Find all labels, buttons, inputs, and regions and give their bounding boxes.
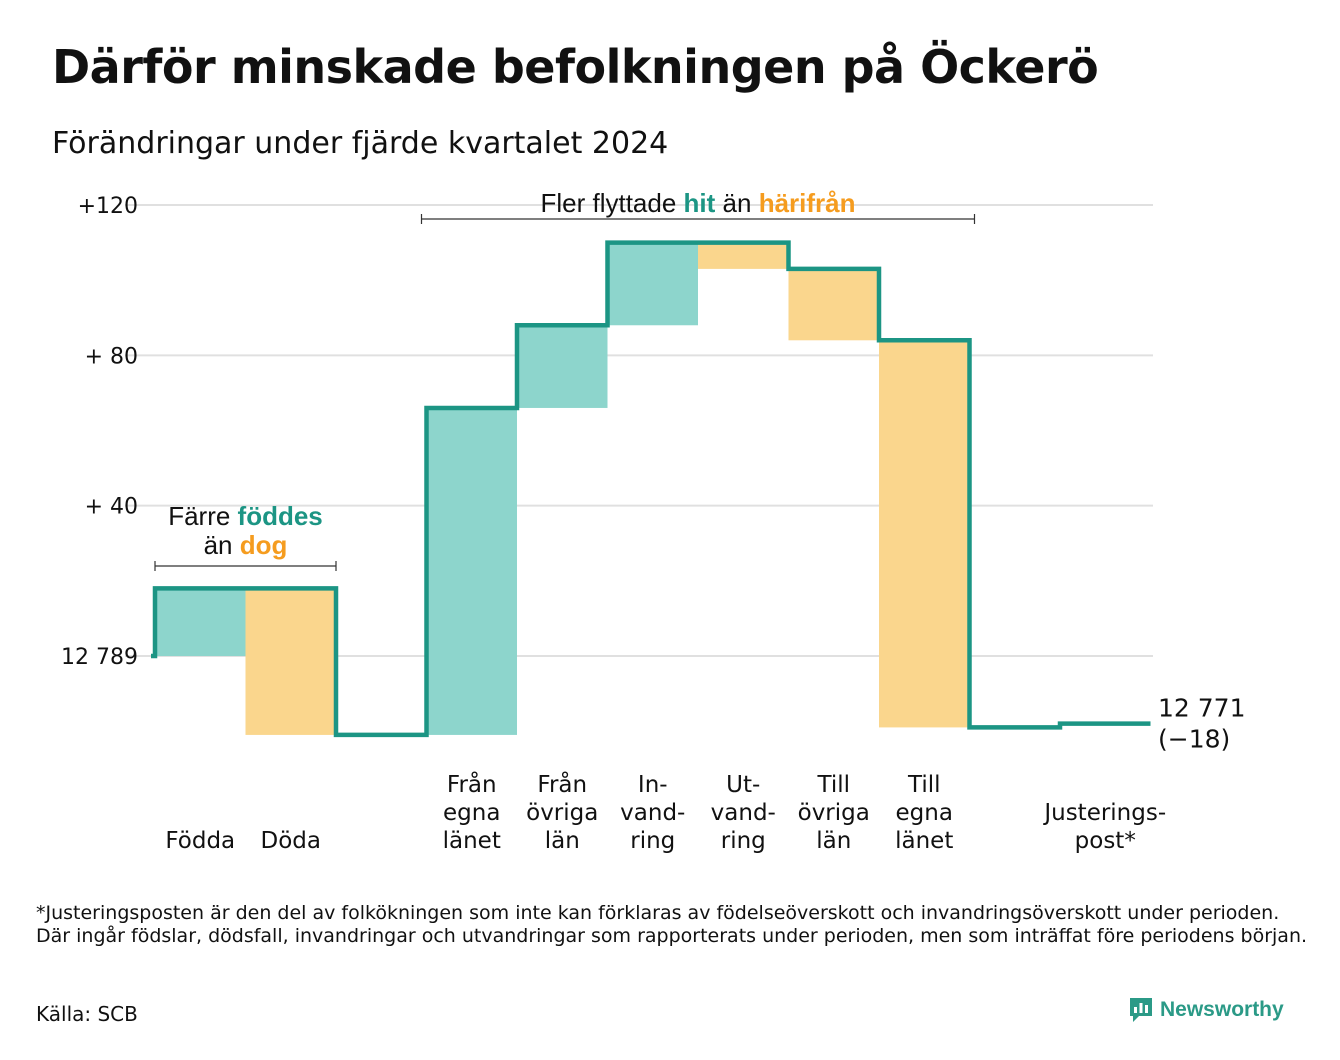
category-label: Ut-vand-ring	[711, 772, 776, 854]
bar-out	[879, 340, 970, 728]
category-label-line: vand-	[620, 800, 685, 826]
category-label-line: övriga	[798, 800, 870, 826]
bar-in	[607, 242, 698, 326]
footnote: *Justeringsposten är den del av folkökni…	[36, 902, 1308, 947]
annotation-births-bracket	[154, 561, 337, 571]
y-tick-label: + 40	[85, 495, 138, 520]
source-label: Källa: SCB	[36, 1002, 138, 1026]
bar-out	[245, 588, 336, 735]
category-label-line: länet	[443, 828, 501, 854]
category-label-line: Ut-	[726, 772, 760, 798]
bar-in	[517, 325, 608, 408]
annotation-highlight-out: härifrån	[759, 188, 856, 218]
annotation-moves-bracket	[420, 214, 976, 224]
running-total-line	[151, 240, 1151, 738]
category-label: In-vand-ring	[620, 772, 685, 854]
end-change-label: (−18)	[1158, 725, 1230, 754]
y-tick-label: +120	[78, 194, 138, 219]
category-label-line: län	[545, 828, 580, 854]
category-label-line: Till	[816, 772, 850, 798]
annotation-highlight-in: hit	[684, 188, 716, 218]
category-label-line: Till	[907, 772, 941, 798]
bar-out	[698, 242, 789, 269]
category-label-line: egna	[443, 800, 500, 826]
bar-in	[426, 407, 517, 735]
chart-title: Därför minskade befolkningen på Öckerö	[52, 40, 1099, 94]
annotation-text: än	[715, 188, 758, 218]
annotation-births-line2: än dog	[204, 530, 288, 560]
category-label-line: Från	[447, 770, 497, 798]
category-label-line: länet	[895, 828, 953, 854]
y-tick-label: 12 789	[61, 645, 138, 670]
annotation-moves: Fler flyttade hit än härifrån	[540, 188, 855, 218]
annotation-text: Färre	[168, 501, 237, 531]
annotation-text: än	[204, 530, 240, 560]
brand-logo: Newsworthy	[1128, 996, 1284, 1024]
brand-name: Newsworthy	[1160, 998, 1284, 1021]
category-label-line: ring	[630, 828, 675, 854]
annotation-highlight-out: dog	[240, 530, 288, 560]
annotation-highlight-in: föddes	[238, 501, 323, 531]
category-label: Justerings-post*	[1042, 800, 1166, 854]
category-label-line: län	[816, 828, 851, 854]
category-label: Döda	[261, 828, 321, 854]
category-label-line: övriga	[526, 800, 598, 826]
end-value-label: 12 771	[1158, 694, 1245, 723]
category-label-line: Födda	[165, 828, 235, 854]
category-label-line: Från	[537, 770, 587, 798]
category-label-line: ring	[721, 828, 766, 854]
category-label-line: Döda	[261, 828, 321, 854]
bar-out	[788, 268, 879, 341]
category-label-line: In-	[638, 772, 668, 798]
annotation-births-line1: Färre föddes	[168, 501, 323, 531]
category-label-line: post*	[1075, 828, 1136, 854]
category-label-line: egna	[896, 800, 953, 826]
y-tick-label: + 80	[85, 344, 138, 369]
annotation-text: Fler flyttade	[540, 188, 683, 218]
bar-in	[155, 588, 246, 656]
category-label-line: vand-	[711, 800, 776, 826]
newsworthy-logo-icon	[1130, 998, 1152, 1022]
category-label: Födda	[165, 828, 235, 854]
chart-subtitle: Förändringar under fjärde kvartalet 2024	[52, 126, 669, 161]
category-label-line: Justerings-	[1042, 800, 1166, 826]
